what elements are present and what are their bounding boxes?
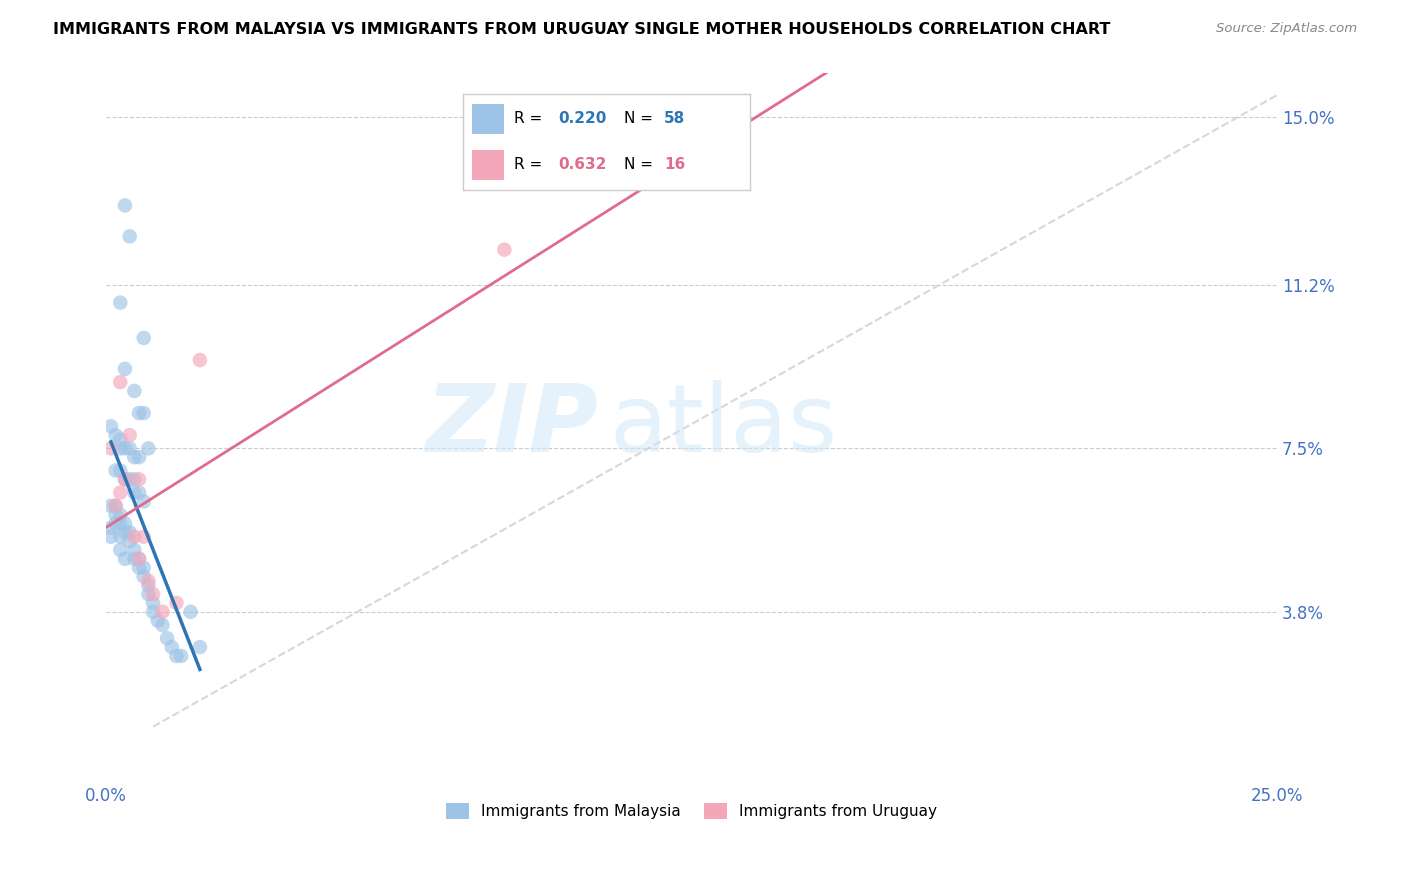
Point bbox=[104, 499, 127, 513]
Point bbox=[132, 331, 155, 345]
Point bbox=[128, 560, 150, 574]
Point bbox=[124, 472, 146, 486]
Point bbox=[132, 406, 155, 420]
Point bbox=[114, 362, 136, 376]
Point bbox=[128, 485, 150, 500]
Point bbox=[110, 508, 132, 522]
Text: atlas: atlas bbox=[610, 380, 838, 472]
Point bbox=[104, 516, 127, 531]
Point bbox=[118, 229, 141, 244]
Point bbox=[118, 472, 141, 486]
Point bbox=[142, 587, 165, 601]
Point bbox=[110, 463, 132, 477]
Point bbox=[124, 543, 146, 558]
Point bbox=[138, 574, 160, 588]
Point bbox=[110, 485, 132, 500]
Point bbox=[180, 605, 202, 619]
Point bbox=[494, 243, 516, 257]
Point bbox=[100, 521, 122, 535]
Point bbox=[114, 472, 136, 486]
Point bbox=[110, 516, 132, 531]
Point bbox=[104, 508, 127, 522]
Point bbox=[166, 648, 188, 663]
Point bbox=[156, 632, 179, 646]
Point bbox=[132, 560, 155, 574]
Point bbox=[110, 530, 132, 544]
Point bbox=[146, 614, 169, 628]
Point bbox=[118, 534, 141, 549]
Text: IMMIGRANTS FROM MALAYSIA VS IMMIGRANTS FROM URUGUAY SINGLE MOTHER HOUSEHOLDS COR: IMMIGRANTS FROM MALAYSIA VS IMMIGRANTS F… bbox=[53, 22, 1111, 37]
Point bbox=[110, 433, 132, 447]
Point bbox=[110, 295, 132, 310]
Point bbox=[188, 640, 211, 654]
Point bbox=[124, 530, 146, 544]
Point bbox=[104, 463, 127, 477]
Point bbox=[110, 442, 132, 456]
Point bbox=[124, 384, 146, 398]
Point bbox=[114, 198, 136, 212]
Point bbox=[138, 578, 160, 592]
Point bbox=[142, 596, 165, 610]
Point bbox=[138, 587, 160, 601]
Point bbox=[128, 406, 150, 420]
Point bbox=[100, 442, 122, 456]
Legend: Immigrants from Malaysia, Immigrants from Uruguay: Immigrants from Malaysia, Immigrants fro… bbox=[440, 797, 943, 825]
Point bbox=[114, 551, 136, 566]
Point bbox=[110, 543, 132, 558]
Point bbox=[114, 442, 136, 456]
Point bbox=[128, 551, 150, 566]
Point bbox=[160, 640, 183, 654]
Point bbox=[152, 618, 174, 632]
Text: Source: ZipAtlas.com: Source: ZipAtlas.com bbox=[1216, 22, 1357, 36]
Point bbox=[132, 530, 155, 544]
Point bbox=[114, 525, 136, 540]
Point bbox=[100, 499, 122, 513]
Point bbox=[132, 569, 155, 583]
Point bbox=[104, 428, 127, 442]
Point bbox=[110, 375, 132, 389]
Point bbox=[100, 419, 122, 434]
Point bbox=[170, 648, 193, 663]
Point bbox=[142, 605, 165, 619]
Point bbox=[114, 516, 136, 531]
Point bbox=[104, 499, 127, 513]
Point bbox=[100, 530, 122, 544]
Point bbox=[118, 442, 141, 456]
Point bbox=[128, 551, 150, 566]
Point bbox=[152, 605, 174, 619]
Point bbox=[124, 450, 146, 465]
Point bbox=[124, 551, 146, 566]
Point bbox=[132, 494, 155, 508]
Point bbox=[118, 525, 141, 540]
Point bbox=[128, 472, 150, 486]
Text: ZIP: ZIP bbox=[425, 380, 598, 472]
Point bbox=[118, 428, 141, 442]
Point bbox=[128, 450, 150, 465]
Point bbox=[188, 353, 211, 368]
Point bbox=[138, 442, 160, 456]
Point bbox=[124, 485, 146, 500]
Point bbox=[114, 472, 136, 486]
Point bbox=[166, 596, 188, 610]
